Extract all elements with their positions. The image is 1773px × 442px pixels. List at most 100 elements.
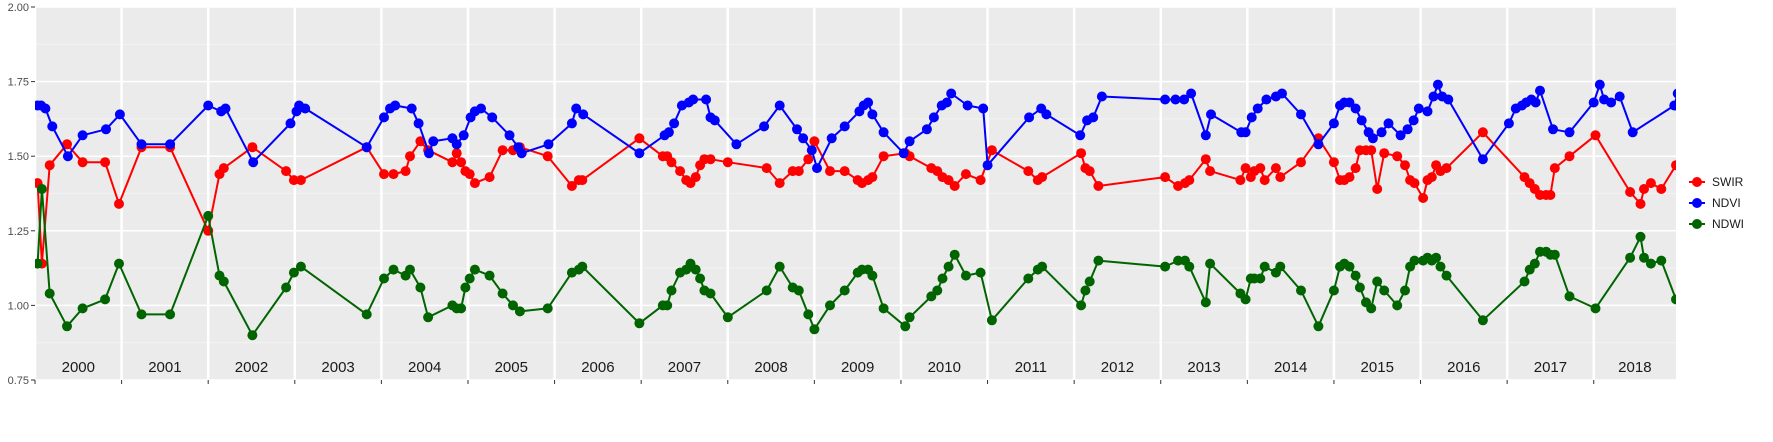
- data-point-swir: [44, 160, 55, 171]
- legend: SWIR NDVI NDWI: [1689, 175, 1744, 231]
- data-point-ndwi: [774, 261, 785, 272]
- data-point-swir: [77, 157, 88, 168]
- data-point-ndwi: [1084, 276, 1095, 287]
- legend-key-marker: [1692, 177, 1702, 187]
- data-point-swir: [1328, 157, 1339, 168]
- data-point-ndwi: [100, 294, 111, 305]
- data-point-swir: [388, 169, 399, 180]
- data-point-ndwi: [690, 264, 701, 275]
- data-point-ndwi: [722, 312, 733, 323]
- data-point-ndvi: [1564, 127, 1575, 138]
- data-point-swir: [566, 181, 577, 191]
- data-point-ndwi: [469, 264, 480, 275]
- data-point-ndwi: [705, 288, 716, 299]
- data-point-ndwi: [1255, 273, 1266, 284]
- data-point-ndvi: [77, 130, 88, 141]
- data-point-ndwi: [136, 309, 147, 320]
- data-point-ndvi: [1477, 154, 1488, 165]
- data-point-ndvi: [798, 133, 809, 144]
- data-point-ndvi: [476, 103, 486, 114]
- data-point-swir: [1344, 172, 1355, 183]
- data-point-ndwi: [1713, 259, 1723, 269]
- data-point-ndvi: [458, 130, 469, 141]
- data-point-swir: [1296, 157, 1306, 168]
- data-point-ndvi: [361, 142, 372, 153]
- data-point-swir: [281, 166, 292, 177]
- year-label: 2000: [62, 359, 95, 376]
- data-point-ndwi: [761, 285, 772, 296]
- data-point-ndvi: [1313, 139, 1324, 150]
- data-point-swir: [451, 148, 462, 159]
- data-point-ndwi: [415, 282, 426, 293]
- year-label: 2013: [1187, 359, 1220, 376]
- x-axis-ticks: [34, 380, 1595, 384]
- data-point-ndvi: [1530, 97, 1541, 108]
- data-point-ndwi: [379, 273, 389, 284]
- data-point-ndvi: [285, 118, 296, 129]
- data-point-ndwi: [1392, 300, 1403, 311]
- data-point-ndwi: [1205, 258, 1216, 269]
- data-point-ndvi: [669, 118, 680, 129]
- data-point-swir: [1023, 166, 1034, 177]
- data-point-swir: [949, 181, 960, 191]
- data-point-swir: [484, 172, 495, 183]
- data-point-ndvi: [428, 136, 439, 147]
- data-point-swir: [1093, 181, 1104, 191]
- data-point-swir: [1076, 148, 1087, 159]
- data-point-swir: [1366, 145, 1377, 156]
- data-point-ndwi: [666, 285, 677, 296]
- data-point-ndwi: [247, 330, 258, 341]
- y-tick-label: 1.00: [8, 300, 29, 312]
- data-point-swir: [114, 198, 124, 209]
- year-label: 2010: [928, 359, 961, 376]
- data-point-swir: [1037, 172, 1048, 183]
- data-point-ndwi: [1080, 285, 1091, 296]
- data-point-swir: [1656, 184, 1667, 194]
- data-point-ndvi: [220, 103, 231, 114]
- data-point-ndvi: [1677, 86, 1687, 96]
- data-point-ndwi: [1275, 261, 1286, 272]
- data-point-ndvi: [1627, 127, 1638, 138]
- data-point-swir: [1350, 163, 1361, 174]
- data-point-ndvi: [1179, 94, 1190, 105]
- data-point-ndvi: [47, 121, 58, 132]
- data-point-ndwi: [1379, 285, 1390, 296]
- data-point-ndwi: [1656, 255, 1667, 266]
- data-point-swir: [1639, 184, 1649, 194]
- year-label: 2015: [1361, 359, 1394, 376]
- data-point-ndwi: [203, 210, 214, 221]
- legend-label: SWIR: [1712, 175, 1744, 189]
- data-point-swir: [1645, 178, 1656, 189]
- data-point-ndwi: [1076, 300, 1087, 311]
- data-point-swir: [1379, 148, 1390, 159]
- year-label: 2003: [321, 359, 354, 376]
- data-point-ndwi: [508, 300, 518, 311]
- data-point-ndvi: [114, 109, 125, 120]
- y-tick-label: 0.75: [8, 375, 29, 387]
- data-point-ndvi: [543, 139, 554, 150]
- data-point-ndvi: [487, 112, 498, 123]
- data-point-ndvi: [1395, 130, 1406, 141]
- data-point-ndvi: [1443, 94, 1454, 105]
- y-axis-ticks: [31, 6, 35, 381]
- data-point-ndwi: [1173, 255, 1184, 266]
- data-point-swir: [774, 178, 785, 189]
- data-point-ndwi: [1409, 255, 1420, 266]
- data-point-ndwi: [1259, 261, 1270, 272]
- series-ndvi: [35, 79, 1687, 174]
- data-point-ndvi: [1588, 97, 1599, 108]
- legend-key-marker: [1692, 219, 1702, 229]
- data-point-swir: [464, 169, 475, 180]
- data-point-swir: [1625, 187, 1636, 197]
- data-point-swir: [1392, 151, 1403, 162]
- data-point-ndvi: [1328, 118, 1339, 129]
- data-point-ndvi: [701, 94, 712, 105]
- data-point-ndwi: [1372, 276, 1383, 287]
- data-point-ndvi: [1408, 115, 1419, 126]
- year-label: 2012: [1101, 359, 1134, 376]
- data-point-ndvi: [1261, 94, 1272, 105]
- year-label: 2009: [841, 359, 874, 376]
- data-point-ndwi: [825, 300, 835, 311]
- data-point-ndwi: [1328, 285, 1339, 296]
